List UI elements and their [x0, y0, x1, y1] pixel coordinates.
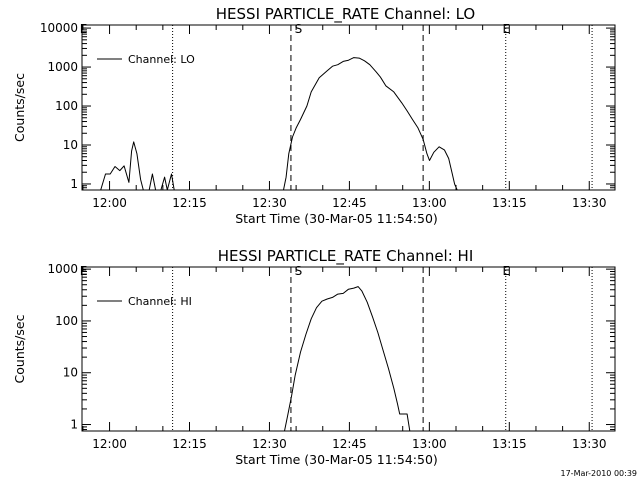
x-tick-label: 12:15 [172, 196, 207, 210]
plot-frame [81, 24, 616, 191]
x-tick-label: 13:00 [412, 437, 447, 451]
y-tick-label: 10000 [40, 21, 78, 35]
series-line [284, 286, 411, 431]
x-tick-label: 12:00 [92, 437, 127, 451]
panel-channel-hi: HESSI PARTICLE_RATE Channel: HI Counts/se… [12, 247, 616, 467]
y-axis-label: Counts/sec [12, 73, 27, 142]
x-axis-label: Start Time (30-Mar-05 11:54:50) [235, 452, 438, 467]
event-marker-label: E [80, 264, 88, 278]
x-tick-label: 13:15 [492, 196, 527, 210]
y-axis-label: Counts/sec [12, 314, 27, 383]
x-axis-label: Start Time (30-Mar-05 11:54:50) [235, 211, 438, 226]
x-tick-label: 12:30 [252, 437, 287, 451]
event-marker-label: E [80, 22, 88, 36]
plot-frame [81, 266, 616, 432]
y-tick-label: 1000 [47, 60, 78, 74]
event-marker-label: E [502, 264, 510, 278]
y-tick-label: 1000 [47, 262, 78, 276]
x-tick-label: 12:45 [332, 437, 367, 451]
x-tick-label: 13:00 [412, 196, 447, 210]
y-tick-label: 10 [63, 366, 78, 380]
legend-label: Channel: HI [128, 295, 192, 308]
x-tick-label: 12:45 [332, 196, 367, 210]
x-tick-label: 12:00 [92, 196, 127, 210]
y-tick-label: 100 [55, 314, 78, 328]
timestamp-label: 17-Mar-2010 00:39 [561, 469, 638, 478]
event-marker-label: E [502, 22, 510, 36]
series-line [100, 141, 176, 190]
chart-title: HESSI PARTICLE_RATE Channel: LO [216, 5, 475, 24]
y-tick-label: 10 [63, 138, 78, 152]
legend-label: Channel: LO [128, 53, 195, 66]
x-tick-label: 13:15 [492, 437, 527, 451]
event-marker-label: S [295, 22, 303, 36]
x-tick-label: 12:30 [252, 196, 287, 210]
y-tick-label: 100 [55, 99, 78, 113]
panel-channel-lo: HESSI PARTICLE_RATE Channel: LO Counts/se… [12, 5, 616, 226]
x-tick-label: 13:30 [572, 437, 607, 451]
y-tick-label: 1 [70, 418, 78, 432]
series-line [283, 57, 458, 190]
y-tick-label: 1 [70, 177, 78, 191]
x-tick-label: 12:15 [172, 437, 207, 451]
chart-title: HESSI PARTICLE_RATE Channel: HI [218, 247, 474, 266]
x-tick-label: 13:30 [572, 196, 607, 210]
event-marker-label: S [295, 264, 303, 278]
